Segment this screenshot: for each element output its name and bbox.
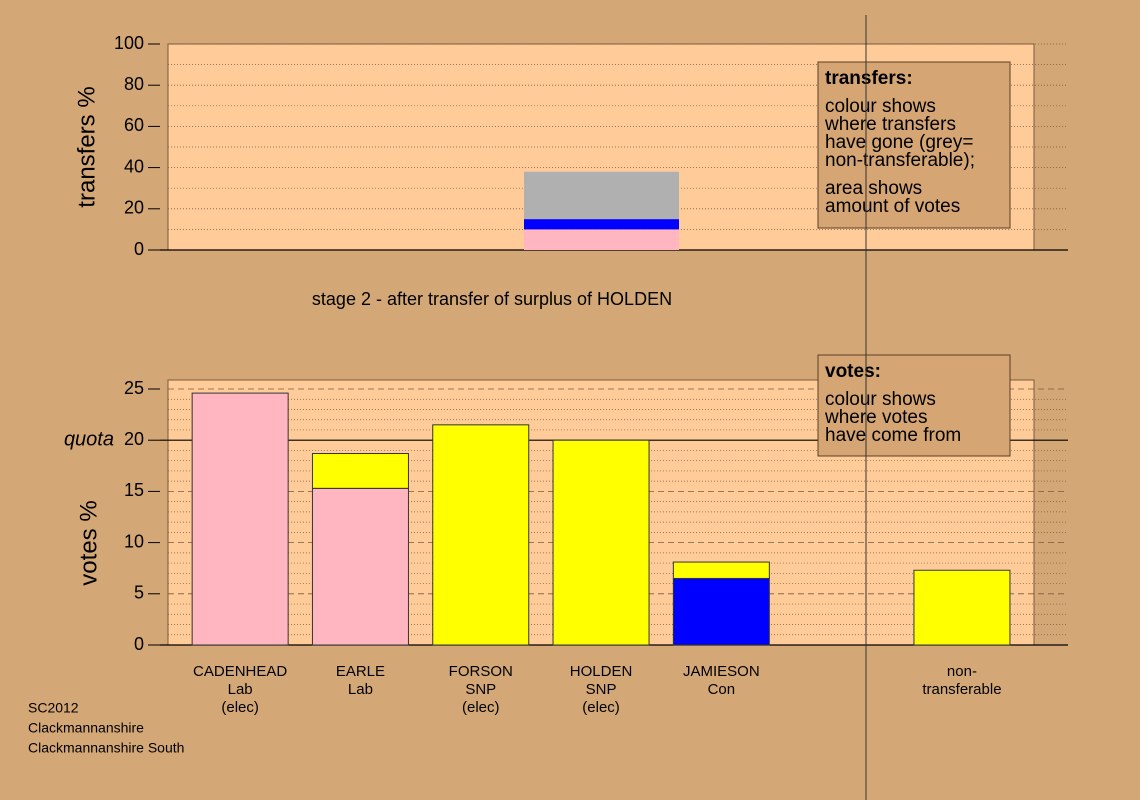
legend-box [817,61,1011,229]
y-tick-label: 5 [134,583,144,603]
bar-segment [672,577,770,646]
x-tick-label: SNP [465,681,496,698]
bar-segment [191,392,289,646]
legend-text: where votes [824,407,927,428]
bar-segment [552,439,650,646]
x-tick-label: (elec) [221,699,259,716]
footer-line: SC2012 [28,700,79,716]
y-tick-label: 80 [124,74,144,94]
legend-text: colour shows [825,96,936,117]
legend-box [817,354,1011,457]
legend-text: where transfers [824,114,956,135]
x-tick-label: EARLE [336,663,385,680]
y-tick-label: 100 [114,33,144,53]
x-tick-label: (elec) [582,699,620,716]
x-tick-label: JAMIESON [683,663,760,680]
bar-segment [524,219,679,230]
x-tick-label: transferable [922,681,1001,698]
bar-segment [913,569,1011,646]
bar-segment [311,453,409,489]
legend-text: colour shows [825,389,936,410]
legend-title: votes: [825,361,881,382]
x-tick-label: Lab [228,681,253,698]
bar-segment [311,487,409,646]
x-tick-label: HOLDEN [570,663,633,680]
bar-segment [432,424,530,646]
y-tick-label: 0 [134,634,144,654]
y-tick-label: 60 [124,115,144,135]
x-tick-label: Lab [348,681,373,698]
y-tick-label: 40 [124,156,144,176]
y-axis-label: votes % [75,500,102,585]
legend-text: non-transferable); [825,150,975,171]
x-tick-label: SNP [586,681,617,698]
footer-line: Clackmannanshire South [28,740,184,756]
x-tick-label: Con [708,681,736,698]
legend-text: amount of votes [825,196,960,217]
legend-text: have come from [825,425,961,446]
y-tick-label: 0 [134,239,144,259]
y-tick-label: 20 [124,429,144,449]
x-tick-label: (elec) [462,699,500,716]
y-tick-label: 20 [124,198,144,218]
x-tick-label: FORSON [449,663,513,680]
y-tick-label: 15 [124,480,144,500]
footer-line: Clackmannanshire [28,720,144,736]
x-tick-label: CADENHEAD [193,663,287,680]
bar-segment [524,229,679,250]
legend-title: transfers: [825,68,913,89]
bar-segment [524,171,679,220]
y-tick-label: 10 [124,531,144,551]
x-tick-label: non- [947,663,977,680]
legend-text: area shows [825,178,922,199]
y-axis-label: transfers % [73,86,100,207]
bar-segment [672,561,770,579]
legend-text: have gone (grey= [825,132,973,153]
stage-text: stage 2 - after transfer of surplus of H… [312,289,672,309]
y-tick-label: 25 [124,378,144,398]
quota-label: quota [64,428,114,450]
